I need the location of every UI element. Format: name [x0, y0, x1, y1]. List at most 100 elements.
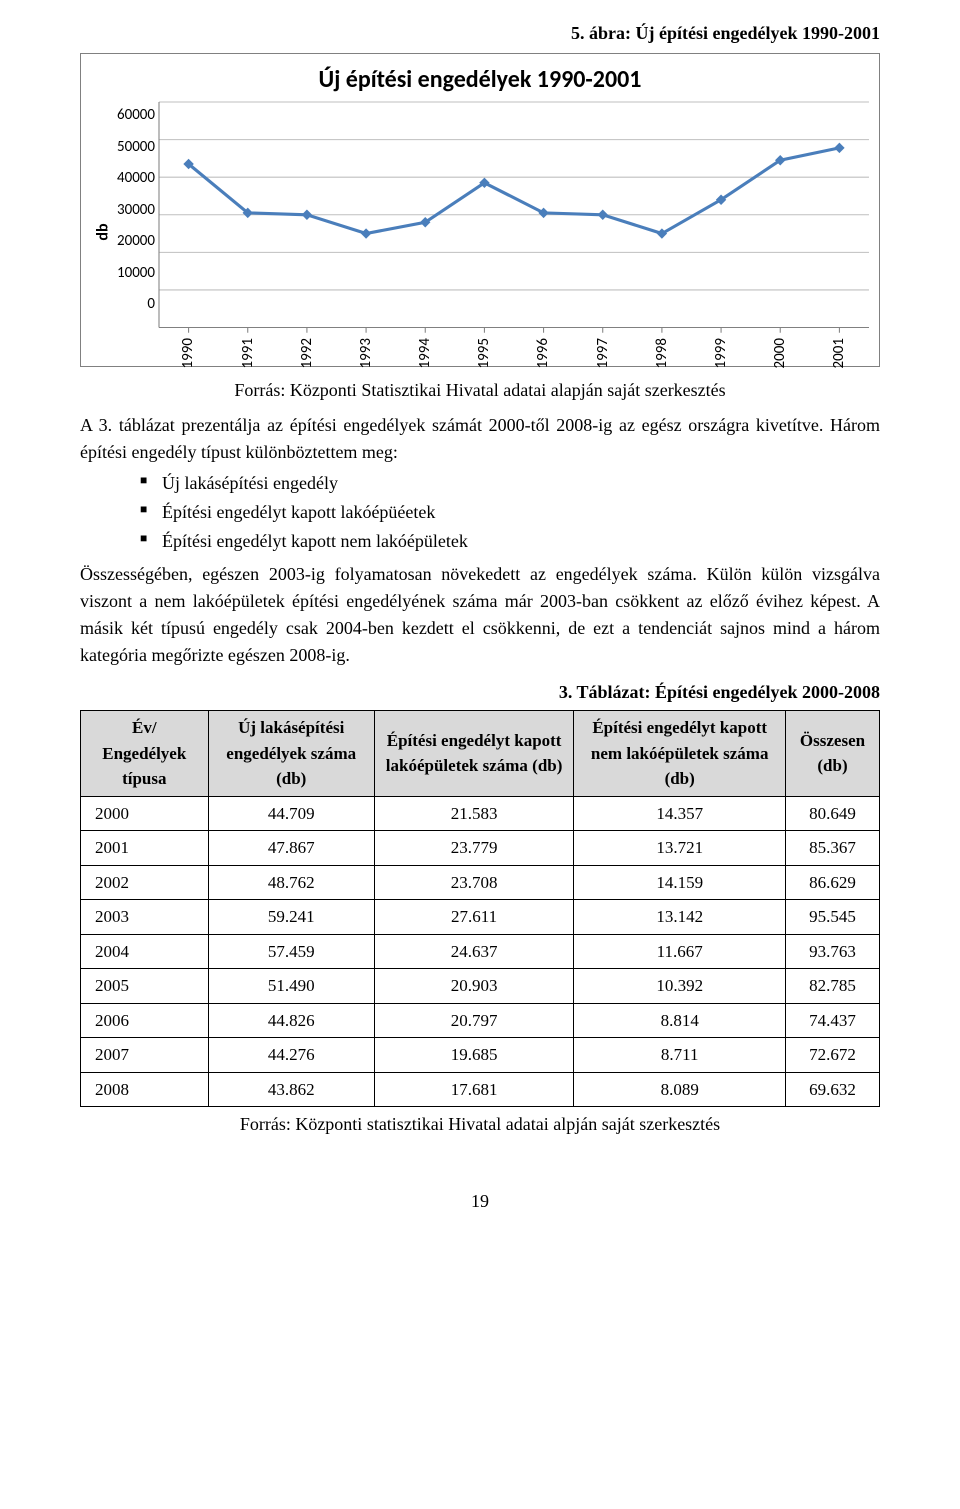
- chart-plot-col: 1990199119921993199419951996199719981999…: [159, 102, 869, 362]
- paragraph-1: A 3. táblázat prezentálja az építési eng…: [80, 412, 880, 466]
- chart-ytick: 20000: [117, 230, 155, 253]
- table-cell-value: 47.867: [208, 831, 374, 866]
- chart-yticks: 60000 50000 40000 30000 20000 10000 0: [117, 102, 159, 318]
- chart-ytick: 30000: [117, 199, 155, 222]
- chart-xtick: 1993: [337, 328, 396, 362]
- table-body: 200044.70921.58314.35780.649200147.86723…: [81, 796, 880, 1107]
- table-cell-year: 2004: [81, 934, 209, 969]
- chart-ytick: 10000: [117, 262, 155, 285]
- table-column-header: Építési engedélyt kapott nem lakóépülete…: [574, 711, 786, 797]
- table-row: 200744.27619.6858.71172.672: [81, 1038, 880, 1073]
- chart-xtick: 1998: [632, 328, 691, 362]
- table-cell-value: 48.762: [208, 865, 374, 900]
- table-row: 200551.49020.90310.39282.785: [81, 969, 880, 1004]
- table-cell-value: 27.611: [374, 900, 574, 935]
- page-number: 19: [80, 1188, 880, 1215]
- bullet-list: Új lakásépítési engedélyÉpítési engedély…: [80, 470, 880, 555]
- table-caption: 3. Táblázat: Építési engedélyek 2000-200…: [80, 679, 880, 706]
- chart-ytick: 40000: [117, 167, 155, 190]
- table-cell-value: 85.367: [786, 831, 880, 866]
- table-cell-value: 10.392: [574, 969, 786, 1004]
- table-source: Forrás: Központi statisztikai Hivatal ad…: [80, 1111, 880, 1138]
- table-cell-value: 69.632: [786, 1072, 880, 1107]
- table-cell-value: 57.459: [208, 934, 374, 969]
- chart-xtick: 1996: [514, 328, 573, 362]
- table-cell-value: 74.437: [786, 1003, 880, 1038]
- table-cell-value: 17.681: [374, 1072, 574, 1107]
- table-cell-value: 20.797: [374, 1003, 574, 1038]
- table-row: 200457.45924.63711.66793.763: [81, 934, 880, 969]
- data-table: Év/ Engedélyek típusaÚj lakásépítési eng…: [80, 710, 880, 1107]
- table-cell-value: 44.826: [208, 1003, 374, 1038]
- table-cell-year: 2001: [81, 831, 209, 866]
- table-row: 200147.86723.77913.72185.367: [81, 831, 880, 866]
- table-header-row: Év/ Engedélyek típusaÚj lakásépítési eng…: [81, 711, 880, 797]
- chart-xticks: 1990199119921993199419951996199719981999…: [159, 328, 869, 362]
- table-column-header: Építési engedélyt kapott lakóépületek sz…: [374, 711, 574, 797]
- table-row: 200644.82620.7978.81474.437: [81, 1003, 880, 1038]
- chart-ytick: 0: [117, 293, 155, 316]
- chart-svg: [159, 102, 869, 328]
- chart-xtick: 2000: [751, 328, 810, 362]
- table-column-header: Összesen (db): [786, 711, 880, 797]
- chart-ytick: 60000: [117, 104, 155, 127]
- table-cell-value: 19.685: [374, 1038, 574, 1073]
- chart-xtick: 1994: [396, 328, 455, 362]
- table-row: 200044.70921.58314.35780.649: [81, 796, 880, 831]
- table-cell-value: 11.667: [574, 934, 786, 969]
- chart-xtick: 1997: [573, 328, 632, 362]
- table-row: 200359.24127.61113.14295.545: [81, 900, 880, 935]
- table-cell-value: 8.089: [574, 1072, 786, 1107]
- table-cell-year: 2008: [81, 1072, 209, 1107]
- chart-xtick: 1992: [277, 328, 336, 362]
- chart-area: db 6000050000400003000020000100000 19901…: [91, 102, 869, 362]
- table-column-header: Év/ Engedélyek típusa: [81, 711, 209, 797]
- table-cell-value: 86.629: [786, 865, 880, 900]
- table-cell-value: 13.142: [574, 900, 786, 935]
- table-cell-year: 2002: [81, 865, 209, 900]
- paragraph-2: Összességében, egészen 2003-ig folyamato…: [80, 561, 880, 669]
- table-cell-value: 72.672: [786, 1038, 880, 1073]
- table-cell-value: 14.159: [574, 865, 786, 900]
- table-cell-value: 23.779: [374, 831, 574, 866]
- table-cell-value: 82.785: [786, 969, 880, 1004]
- chart-ylabel: db: [92, 223, 116, 240]
- table-cell-value: 8.711: [574, 1038, 786, 1073]
- table-cell-value: 20.903: [374, 969, 574, 1004]
- chart-source: Forrás: Központi Statisztikai Hivatal ad…: [80, 377, 880, 404]
- table-cell-value: 23.708: [374, 865, 574, 900]
- bullet-item: Építési engedélyt kapott nem lakóépülete…: [140, 528, 880, 555]
- chart-xtick: 1990: [159, 328, 218, 362]
- table-cell-year: 2000: [81, 796, 209, 831]
- table-cell-value: 8.814: [574, 1003, 786, 1038]
- table-cell-value: 14.357: [574, 796, 786, 831]
- chart-xtick: 1995: [455, 328, 514, 362]
- table-cell-value: 43.862: [208, 1072, 374, 1107]
- table-cell-value: 59.241: [208, 900, 374, 935]
- table-cell-value: 13.721: [574, 831, 786, 866]
- table-cell-value: 80.649: [786, 796, 880, 831]
- table-cell-value: 51.490: [208, 969, 374, 1004]
- figure-caption: 5. ábra: Új építési engedélyek 1990-2001: [80, 20, 880, 47]
- table-cell-value: 95.545: [786, 900, 880, 935]
- table-row: 200843.86217.6818.08969.632: [81, 1072, 880, 1107]
- table-cell-value: 21.583: [374, 796, 574, 831]
- chart-ytick: 50000: [117, 136, 155, 159]
- table-cell-value: 93.763: [786, 934, 880, 969]
- chart-xtick: 1991: [218, 328, 277, 362]
- table-cell-value: 44.276: [208, 1038, 374, 1073]
- chart-xtick: 2001: [810, 328, 869, 362]
- table-row: 200248.76223.70814.15986.629: [81, 865, 880, 900]
- table-cell-year: 2003: [81, 900, 209, 935]
- table-cell-year: 2005: [81, 969, 209, 1004]
- table-cell-value: 44.709: [208, 796, 374, 831]
- chart-ylabel-col: db: [91, 102, 117, 362]
- chart-container: Új építési engedélyek 1990-2001 db 60000…: [80, 53, 880, 367]
- bullet-item: Új lakásépítési engedély: [140, 470, 880, 497]
- chart-xtick: 1999: [692, 328, 751, 362]
- bullet-item: Építési engedélyt kapott lakóépüéetek: [140, 499, 880, 526]
- table-cell-year: 2007: [81, 1038, 209, 1073]
- chart-title: Új építési engedélyek 1990-2001: [91, 62, 869, 98]
- table-cell-year: 2006: [81, 1003, 209, 1038]
- table-column-header: Új lakásépítési engedélyek száma (db): [208, 711, 374, 797]
